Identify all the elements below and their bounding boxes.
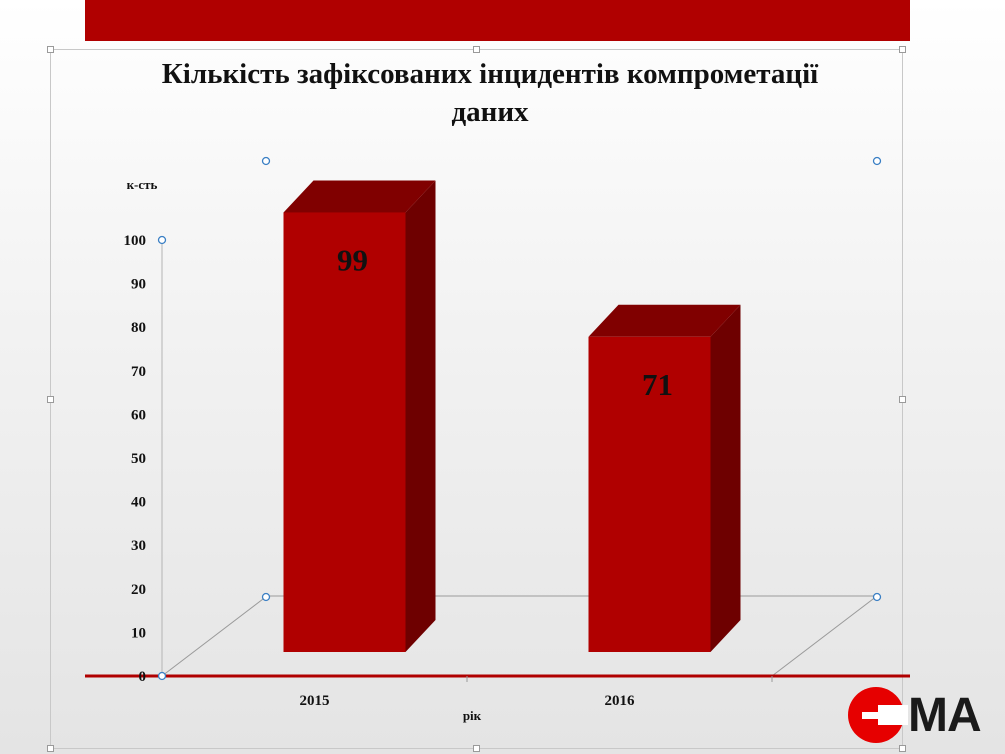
bar-front-face	[283, 212, 406, 652]
y-tick-label: 10	[131, 625, 146, 641]
chart-title: Кількість зафіксованих інцидентів компро…	[161, 58, 819, 128]
resize-handle-top-left[interactable]	[47, 46, 54, 53]
y-tick-label: 70	[131, 364, 146, 380]
y-tick-label: 60	[131, 407, 146, 423]
resize-handle-top[interactable]	[473, 46, 480, 53]
resize-handle-bottom[interactable]	[473, 745, 480, 752]
plot-area-anchor[interactable]	[157, 671, 167, 681]
logo-e-mark	[848, 687, 908, 743]
bar-side-face	[710, 304, 741, 652]
bar-front-face	[588, 336, 711, 652]
x-tick-label-2015: 2015	[300, 693, 330, 709]
logo-text: MA	[908, 688, 982, 742]
bar-top-face	[283, 180, 436, 213]
resize-handle-bottom-left[interactable]	[47, 745, 54, 752]
y-tick-label: 100	[124, 233, 147, 249]
y-tick-label: 40	[131, 495, 146, 511]
plot-area-anchor[interactable]	[872, 592, 882, 602]
bar-side-face	[405, 180, 436, 652]
chart-selection-frame[interactable]	[47, 46, 906, 752]
bar-top-face	[588, 304, 741, 337]
resize-handle-top-right[interactable]	[899, 46, 906, 53]
y-tick-label: 50	[131, 451, 146, 467]
plot-area-anchor[interactable]	[261, 592, 271, 602]
bar-2015[interactable]	[283, 180, 436, 652]
resize-handle-left[interactable]	[47, 396, 54, 403]
x-tick-label-2016: 2016	[605, 693, 636, 709]
bar-2016[interactable]	[588, 304, 741, 652]
plot-area-anchor[interactable]	[261, 156, 271, 166]
resize-handle-bottom-right[interactable]	[899, 745, 906, 752]
y-tick-label: 20	[131, 582, 146, 598]
data-label-2016: 71	[642, 367, 673, 402]
y-axis-label: к-сть	[127, 177, 158, 192]
data-label-2015: 99	[337, 242, 368, 277]
x-axis-label: рік	[463, 708, 482, 723]
plot-area-anchor[interactable]	[157, 235, 167, 245]
top-banner	[85, 0, 910, 41]
y-tick-label: 30	[131, 538, 146, 554]
floor-right-edge	[771, 595, 878, 677]
y-tick-label: 80	[131, 320, 146, 336]
company-logo: MA	[848, 680, 988, 750]
y-tick-label: 0	[139, 669, 147, 685]
plot-area-anchor[interactable]	[872, 156, 882, 166]
resize-handle-right[interactable]	[899, 396, 906, 403]
floor-left-edge	[161, 595, 268, 677]
y-tick-label: 90	[131, 277, 146, 293]
